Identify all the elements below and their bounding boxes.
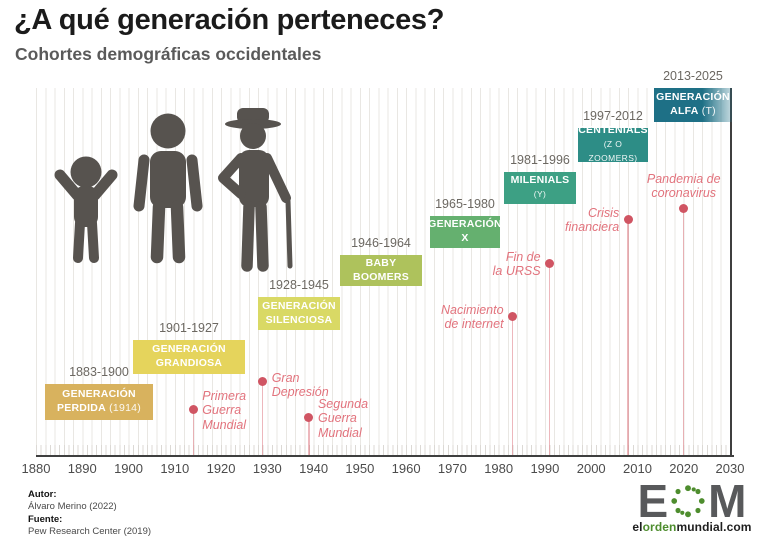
axis-tick-label: 2000 bbox=[576, 461, 606, 476]
axis-tick-label: 1940 bbox=[299, 461, 329, 476]
axis-tick-label: 1880 bbox=[21, 461, 51, 476]
event-label: Fin de la URSS bbox=[492, 250, 541, 279]
axis-tick-label: 1900 bbox=[114, 461, 143, 476]
logo-letter-m: M bbox=[708, 475, 747, 527]
generation-years-label: 1928-1945 bbox=[269, 278, 329, 292]
author-value: Álvaro Merino (2022) bbox=[28, 501, 117, 513]
axis-tick-label: 2010 bbox=[623, 461, 652, 476]
event-label: Primera Guerra Mundial bbox=[202, 389, 247, 432]
adult-icon bbox=[126, 112, 210, 264]
generation-years-label: 1981-1996 bbox=[510, 153, 570, 167]
logo-domain-mundial: mundial.com bbox=[676, 520, 752, 534]
event-dot bbox=[545, 258, 555, 268]
page-title: ¿A qué generación perteneces? bbox=[14, 4, 445, 36]
event-stem bbox=[192, 409, 195, 455]
generation-block: GENERACIÓN ALFA (T) bbox=[654, 88, 732, 122]
chart-right-border bbox=[730, 88, 732, 457]
event-dot bbox=[258, 376, 268, 386]
event-dot bbox=[508, 311, 518, 321]
event-stem bbox=[511, 316, 514, 455]
axis-tick-label: 1960 bbox=[391, 461, 421, 476]
event-dot bbox=[679, 203, 689, 213]
elderly-icon bbox=[213, 108, 305, 272]
axis-tick-label: 1950 bbox=[345, 461, 375, 476]
author-label: Autor: bbox=[28, 489, 57, 500]
source-label: Fuente: bbox=[28, 513, 63, 525]
generation-block: MILENIALS (Y) bbox=[504, 172, 576, 204]
axis-tick-label: 1910 bbox=[160, 461, 190, 476]
logo-letter-e: E bbox=[637, 475, 669, 527]
event-dot bbox=[188, 404, 198, 414]
event-label: Gran Depresión bbox=[271, 371, 329, 400]
logo-domain: elordenmundial.com bbox=[630, 520, 754, 534]
event-stem bbox=[308, 417, 310, 455]
generation-years-label: 1901-1927 bbox=[159, 321, 219, 335]
event-stem bbox=[627, 219, 629, 455]
event-stem bbox=[261, 381, 264, 455]
generation-years-label: 1946-1964 bbox=[351, 236, 411, 250]
generation-years-label: 1965-1980 bbox=[435, 197, 495, 211]
event-label: Crisis financiera bbox=[565, 206, 620, 235]
event-label: Segunda Guerra Mundial bbox=[317, 397, 369, 440]
axis-tick-label: 1970 bbox=[437, 461, 467, 476]
year-ticks bbox=[36, 445, 732, 455]
generation-block: CENTENIALS (Z O ZOOMERS) bbox=[578, 124, 648, 163]
credits: Autor: Álvaro Merino (2022) Fuente: Pew … bbox=[28, 489, 151, 538]
generation-block: BABY BOOMERS bbox=[340, 255, 422, 286]
event-dot bbox=[623, 214, 633, 224]
event-stem bbox=[682, 208, 685, 455]
generation-block: GENERACIÓN GRANDIOSA bbox=[133, 340, 245, 374]
generation-block: GENERACIÓN PERDIDA (1914) bbox=[45, 384, 153, 420]
axis-tick-label: 1930 bbox=[252, 461, 282, 476]
child-icon bbox=[48, 154, 126, 266]
axis-tick-label: 1920 bbox=[206, 461, 236, 476]
generation-years-label: 1997-2012 bbox=[583, 109, 643, 123]
logo-domain-el: el bbox=[632, 520, 643, 534]
axis-tick-label: 2020 bbox=[669, 461, 699, 476]
generation-years-label: 1883-1900 bbox=[69, 365, 129, 379]
eom-letters: E M bbox=[630, 475, 754, 527]
event-dot bbox=[304, 412, 314, 422]
source-value: Pew Research Center (2019) bbox=[28, 526, 152, 538]
axis-tick-label: 2030 bbox=[715, 461, 745, 476]
event-label: Nacimiento de internet bbox=[441, 303, 504, 332]
logo-dotted-o-icon bbox=[669, 482, 707, 520]
generation-block: GENERACIÓN X bbox=[428, 216, 502, 248]
x-axis-line bbox=[36, 455, 734, 457]
logo-domain-orden: orden bbox=[642, 520, 677, 534]
event-stem bbox=[548, 263, 551, 455]
eom-logo: E M bbox=[630, 475, 754, 534]
generation-block: GENERACIÓN SILENCIOSA bbox=[258, 297, 340, 330]
event-label: Pandemia de coronavirus bbox=[646, 172, 721, 201]
generation-years-label: 2013-2025 bbox=[663, 69, 723, 83]
page-subtitle: Cohortes demográficas occidentales bbox=[15, 44, 322, 64]
axis-tick-label: 1990 bbox=[530, 461, 560, 476]
axis-tick-label: 1890 bbox=[67, 461, 97, 476]
axis-tick-label: 1980 bbox=[484, 461, 514, 476]
